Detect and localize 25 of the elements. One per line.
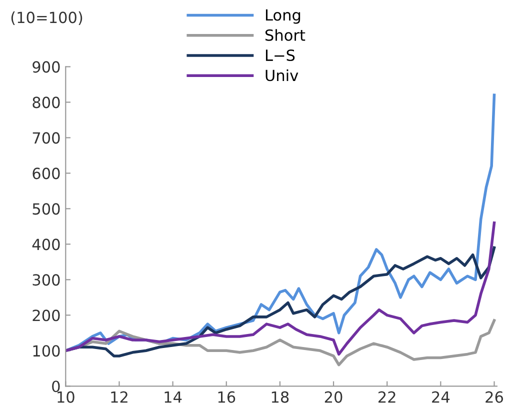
- x-tick-label: 26: [486, 391, 503, 403]
- x-tick-label: 22: [378, 391, 396, 403]
- legend-label: Univ: [266, 69, 298, 82]
- text: (10=100): [11, 11, 82, 25]
- y-tick-label: 300: [32, 274, 60, 286]
- legend-label: Long: [266, 9, 300, 24]
- x-tick-label: 16: [218, 391, 236, 403]
- x-tick-label: 24: [432, 391, 450, 403]
- x-tick-label: 18: [272, 391, 289, 403]
- y-tick-label: 600: [32, 168, 60, 180]
- y-tick-label: 400: [32, 238, 60, 250]
- x-tick-label: 20: [324, 391, 342, 403]
- legend-label: L−S: [266, 49, 295, 62]
- x-tick-label: 14: [164, 391, 182, 403]
- x-tick-label: 10: [58, 391, 74, 403]
- line-series: [66, 221, 496, 356]
- legend-label: Short: [265, 29, 306, 41]
- y-tick-label: 700: [32, 132, 60, 144]
- y-tick-label: 100: [33, 345, 60, 357]
- y-tick-label: 200: [32, 310, 60, 322]
- y-tick-label: 800: [32, 96, 60, 108]
- y-tick-label: 900: [32, 61, 60, 73]
- y-tick-label: 500: [32, 203, 60, 215]
- x-tick-label: 12: [111, 391, 128, 403]
- y-tick-label: 0: [52, 380, 60, 392]
